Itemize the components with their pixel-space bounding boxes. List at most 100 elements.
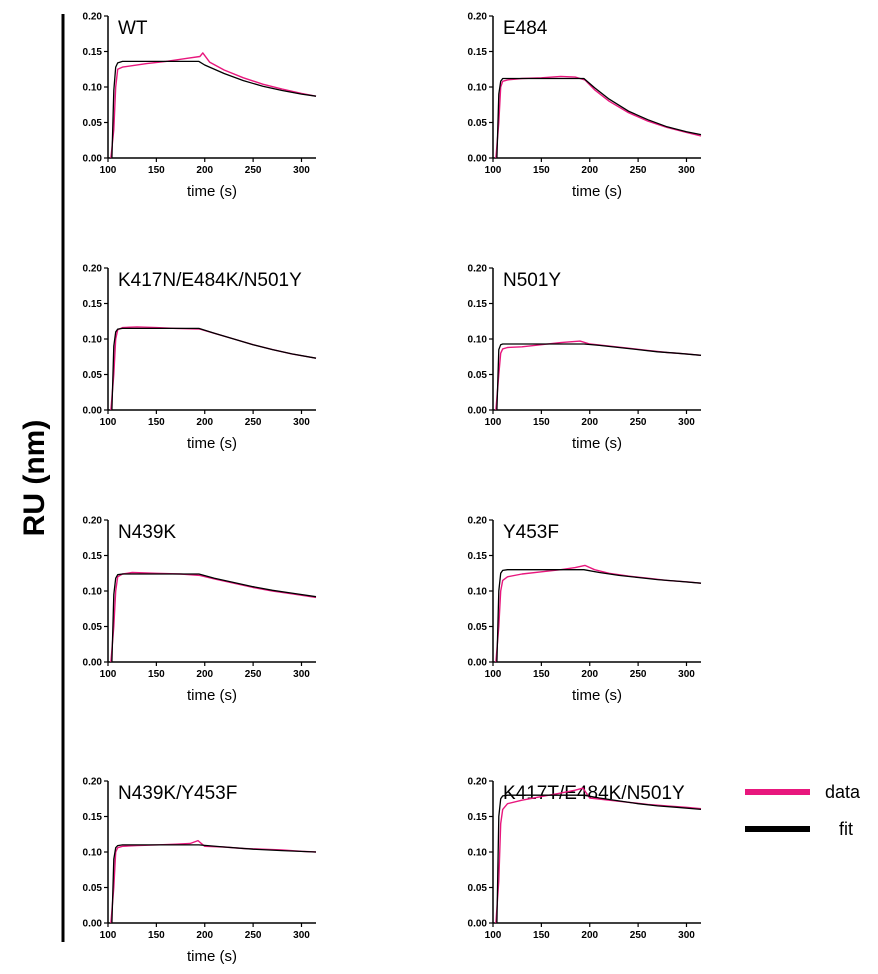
x-tick-label: 100 <box>100 930 117 941</box>
series-fit-line <box>111 60 317 159</box>
series-data-line <box>495 564 702 663</box>
x-tick-label: 200 <box>581 669 598 680</box>
x-tick-label: 200 <box>581 165 598 176</box>
x-axis-label: time (s) <box>572 183 622 200</box>
x-tick-label: 300 <box>678 930 695 941</box>
y-tick-label: 0.15 <box>468 47 488 58</box>
legend-fit-label: fit <box>839 819 853 839</box>
y-tick-label: 0.15 <box>83 299 103 310</box>
x-tick-label: 300 <box>293 930 310 941</box>
y-tick-label: 0.05 <box>468 883 488 894</box>
y-tick-label: 0.15 <box>83 812 103 823</box>
x-tick-label: 300 <box>678 669 695 680</box>
x-tick-label: 300 <box>293 165 310 176</box>
panel-7: 0.00 0.05 0.10 0.15 0.20 100 150 200 250 300 time … <box>83 777 317 965</box>
x-tick-label: 250 <box>630 930 647 941</box>
panel-3: 0.00 0.05 0.10 0.15 0.20 100 150 200 250 300 time … <box>83 264 317 452</box>
y-tick-label: 0.10 <box>83 83 103 94</box>
series-data-line <box>110 52 317 159</box>
y-tick-label: 0.10 <box>83 587 103 598</box>
series-data-line <box>495 787 702 924</box>
series-fit-line <box>496 569 702 663</box>
y-tick-label: 0.15 <box>83 551 103 562</box>
x-tick-label: 250 <box>245 165 262 176</box>
x-tick-label: 150 <box>148 165 165 176</box>
y-tick-label: 0.00 <box>83 154 103 165</box>
y-tick-label: 0.00 <box>468 406 488 417</box>
x-tick-label: 100 <box>100 417 117 428</box>
series-fit-line <box>496 343 702 411</box>
panel-title: E484 <box>503 18 548 39</box>
x-tick-label: 100 <box>485 930 502 941</box>
y-tick-label: 0.20 <box>83 12 103 23</box>
x-tick-label: 100 <box>100 669 117 680</box>
y-tick-label: 0.05 <box>468 622 488 633</box>
x-tick-label: 100 <box>485 669 502 680</box>
y-tick-label: 0.05 <box>83 370 103 381</box>
x-tick-label: 250 <box>630 165 647 176</box>
x-axis-label: time (s) <box>572 687 622 704</box>
x-axis-label: time (s) <box>572 435 622 452</box>
x-tick-label: 150 <box>148 930 165 941</box>
x-tick-label: 200 <box>581 417 598 428</box>
y-tick-label: 0.05 <box>468 118 488 129</box>
y-tick-label: 0.10 <box>83 848 103 859</box>
x-axis-label: time (s) <box>187 687 237 704</box>
y-tick-label: 0.10 <box>83 335 103 346</box>
legend: data fit <box>745 782 861 839</box>
y-tick-label: 0.05 <box>468 370 488 381</box>
y-tick-label: 0.00 <box>83 406 103 417</box>
x-axis-label: time (s) <box>187 435 237 452</box>
series-fit-line <box>496 794 702 924</box>
x-tick-label: 200 <box>196 165 213 176</box>
y-tick-label: 0.05 <box>83 118 103 129</box>
series-data-line <box>110 326 317 411</box>
y-tick-label: 0.00 <box>83 919 103 930</box>
y-tick-label: 0.15 <box>468 299 488 310</box>
panel-1: 0.00 0.05 0.10 0.15 0.20 100 150 200 250 300 time … <box>83 12 317 200</box>
y-tick-label: 0.20 <box>468 264 488 275</box>
panel-title: N501Y <box>503 270 561 291</box>
x-axis-label: time (s) <box>187 948 237 965</box>
series-data-line <box>495 75 702 159</box>
x-tick-label: 250 <box>245 669 262 680</box>
y-tick-label: 0.00 <box>468 919 488 930</box>
panel-title: WT <box>118 18 148 39</box>
x-tick-label: 300 <box>293 669 310 680</box>
x-tick-label: 250 <box>630 669 647 680</box>
y-tick-label: 0.20 <box>83 264 103 275</box>
y-tick-label: 0.15 <box>468 812 488 823</box>
series-fit-line <box>111 327 317 411</box>
y-tick-label: 0.05 <box>83 622 103 633</box>
x-tick-label: 200 <box>196 417 213 428</box>
y-tick-label: 0.05 <box>83 883 103 894</box>
y-tick-label: 0.20 <box>468 12 488 23</box>
x-tick-label: 300 <box>678 165 695 176</box>
y-tick-label: 0.00 <box>468 154 488 165</box>
series-fit-line <box>111 844 317 924</box>
x-tick-label: 100 <box>485 417 502 428</box>
y-tick-label: 0.20 <box>83 516 103 527</box>
x-axis-label: time (s) <box>187 183 237 200</box>
y-tick-label: 0.15 <box>83 47 103 58</box>
panel-title: N439K/Y453F <box>118 783 237 804</box>
series-fit-line <box>496 77 702 159</box>
x-tick-label: 150 <box>148 417 165 428</box>
series-data-line <box>495 340 702 411</box>
y-tick-label: 0.10 <box>468 335 488 346</box>
panel-title: Y453F <box>503 522 559 543</box>
panel-title: N439K <box>118 522 176 543</box>
panel-grid: 0.00 0.05 0.10 0.15 0.20 100 150 200 250 300 time … <box>83 12 702 965</box>
panel-4: 0.00 0.05 0.10 0.15 0.20 100 150 200 250 300 time … <box>468 264 702 452</box>
x-tick-label: 100 <box>100 165 117 176</box>
y-tick-label: 0.00 <box>468 658 488 669</box>
x-tick-label: 300 <box>678 417 695 428</box>
x-tick-label: 250 <box>245 930 262 941</box>
y-tick-label: 0.20 <box>468 777 488 788</box>
x-tick-label: 300 <box>293 417 310 428</box>
x-tick-label: 150 <box>533 930 550 941</box>
panel-2: 0.00 0.05 0.10 0.15 0.20 100 150 200 250 300 time … <box>468 12 702 200</box>
panel-title: K417N/E484K/N501Y <box>118 270 302 291</box>
x-tick-label: 150 <box>148 669 165 680</box>
